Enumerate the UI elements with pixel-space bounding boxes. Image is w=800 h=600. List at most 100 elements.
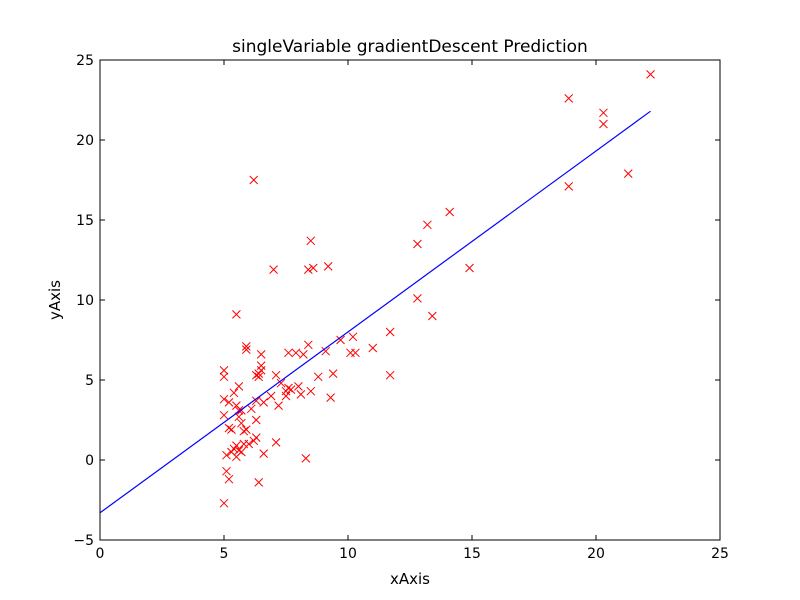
data-point <box>249 175 259 185</box>
data-point <box>246 404 256 414</box>
data-point <box>413 294 422 303</box>
x-tick-label: 0 <box>96 546 105 562</box>
data-point <box>256 350 266 359</box>
data-point <box>303 265 313 274</box>
data-point <box>445 207 455 217</box>
x-tick-label: 10 <box>339 546 357 562</box>
x-tick-label: 25 <box>711 546 729 562</box>
data-point <box>326 393 335 402</box>
data-point <box>254 372 264 382</box>
data-point <box>269 265 278 274</box>
data-point <box>222 466 231 476</box>
data-point <box>241 425 251 434</box>
data-point <box>237 418 246 428</box>
y-tick-label: 25 <box>76 53 94 69</box>
x-tick-label: 15 <box>463 546 481 562</box>
data-point <box>251 415 261 425</box>
data-point <box>266 391 276 401</box>
data-point <box>276 378 286 388</box>
data-point <box>224 474 234 484</box>
plot-area <box>100 70 655 514</box>
data-point <box>222 450 231 460</box>
data-point <box>423 220 432 230</box>
y-axis-label: yAxis <box>46 280 64 320</box>
data-point <box>229 388 239 398</box>
data-point <box>308 263 318 273</box>
data-point <box>286 385 296 394</box>
data-point <box>306 236 316 246</box>
data-point <box>254 478 264 487</box>
chart-title: singleVariable gradientDescent Predictio… <box>232 37 588 57</box>
data-point <box>259 398 269 407</box>
data-point <box>336 335 345 345</box>
y-tick-label: 5 <box>85 373 94 389</box>
data-point <box>271 370 281 380</box>
data-point <box>224 398 234 407</box>
y-tick-label: −5 <box>73 533 94 549</box>
data-point <box>241 342 251 351</box>
data-point <box>599 119 608 129</box>
data-point <box>291 348 301 358</box>
x-tick-label: 20 <box>587 546 605 562</box>
data-point <box>232 401 241 410</box>
data-point <box>413 239 422 249</box>
data-point <box>251 396 261 406</box>
data-point <box>234 446 244 455</box>
data-point <box>427 311 437 321</box>
data-point <box>623 169 633 178</box>
data-point <box>244 439 254 449</box>
data-point <box>646 70 655 79</box>
y-tick-label: 0 <box>85 453 94 469</box>
data-point <box>239 426 249 436</box>
data-point <box>351 348 360 358</box>
scatter-points <box>219 70 655 508</box>
y-tick-label: 20 <box>76 133 94 149</box>
data-point <box>219 498 229 508</box>
data-point <box>259 449 269 458</box>
data-point <box>284 348 293 358</box>
y-tick-label: 10 <box>76 293 94 309</box>
data-point <box>306 386 316 396</box>
data-point <box>599 108 608 118</box>
data-point <box>321 346 331 356</box>
data-point <box>303 340 313 350</box>
data-point <box>256 361 266 370</box>
data-point <box>251 433 261 442</box>
data-point <box>237 447 246 457</box>
regression-line <box>100 110 651 514</box>
data-point <box>465 263 474 273</box>
data-point <box>241 345 251 354</box>
data-point <box>284 383 293 393</box>
data-point <box>227 425 236 434</box>
data-point <box>299 350 308 359</box>
data-point <box>301 454 311 463</box>
x-axis-label: xAxis <box>390 570 430 588</box>
data-point <box>564 182 574 191</box>
data-point <box>224 423 234 433</box>
data-point <box>232 310 241 319</box>
data-point <box>219 394 229 404</box>
data-point <box>251 370 261 380</box>
y-tick-label: 15 <box>76 213 94 229</box>
data-point <box>385 370 395 380</box>
data-point <box>234 382 244 391</box>
data-point <box>232 441 241 450</box>
data-point <box>294 382 303 391</box>
data-point <box>274 401 283 410</box>
data-point <box>368 343 378 353</box>
data-point <box>313 372 323 382</box>
data-point <box>328 369 338 378</box>
data-point <box>296 390 306 399</box>
data-point <box>564 94 574 103</box>
data-point <box>219 366 229 375</box>
data-point <box>323 262 333 271</box>
data-point <box>348 332 358 342</box>
data-point <box>219 410 229 420</box>
data-point <box>385 327 395 337</box>
data-point <box>271 438 281 447</box>
x-tick-label: 5 <box>220 546 229 562</box>
data-point <box>219 372 229 382</box>
